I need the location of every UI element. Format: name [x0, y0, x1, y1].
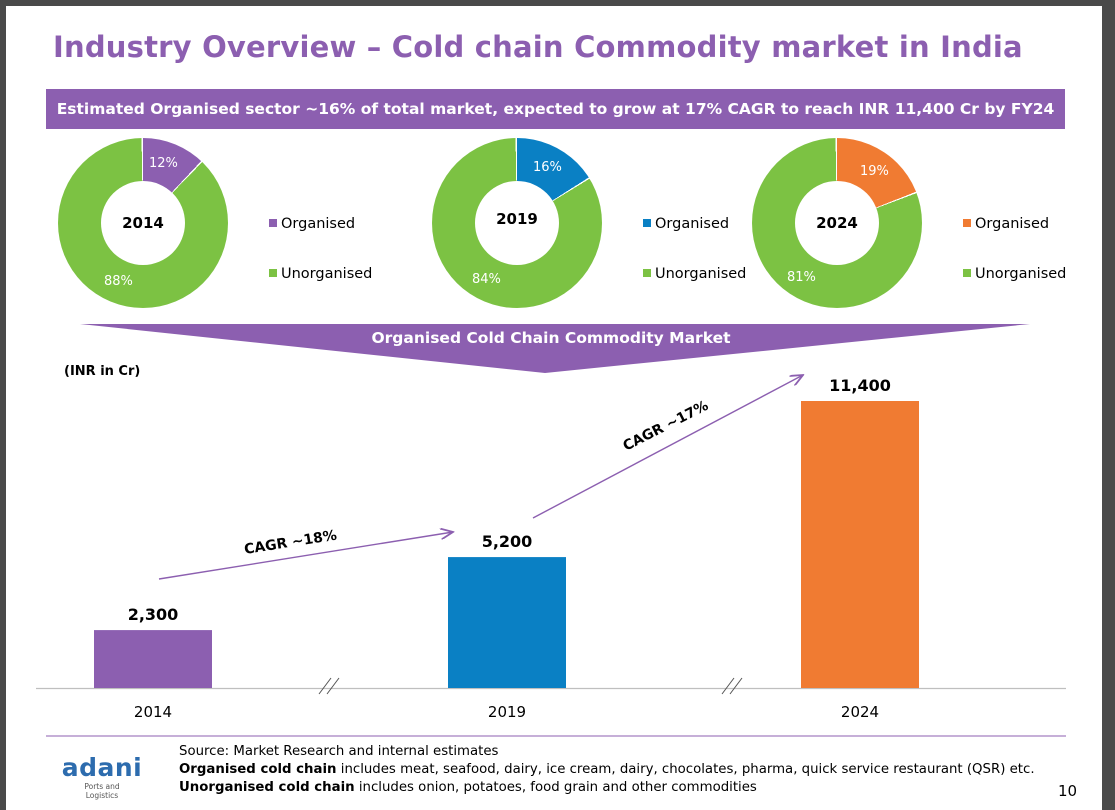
- slide: Industry Overview – Cold chain Commodity…: [6, 6, 1102, 810]
- legend-label: Organised: [975, 216, 1050, 232]
- source-notes: Source: Market Research and internal est…: [179, 743, 1035, 797]
- x-tick-label: 2019: [488, 703, 526, 721]
- footer-rule: [46, 735, 1066, 737]
- donut-organised-pct: 19%: [860, 164, 889, 179]
- donut-year-label: 2019: [475, 181, 559, 265]
- adani-logo: adani Ports and Logistics: [58, 753, 146, 801]
- legend-swatch: [643, 219, 651, 227]
- legend-label: Organised: [655, 216, 730, 232]
- legend-swatch: [963, 269, 971, 277]
- legend-swatch: [269, 219, 277, 227]
- cagr-arrow-1: [158, 532, 453, 580]
- donut-organised-pct: 16%: [533, 160, 562, 175]
- logo-sub-2: Logistics: [85, 791, 119, 800]
- cagr-label-2: CAGR ~17%: [621, 398, 712, 455]
- donut-legend-2024: Organised Unorganised: [963, 214, 1066, 314]
- donut-chart-2014: 2014: [58, 138, 228, 308]
- bar-2024: [801, 401, 919, 688]
- headline-banner: Estimated Organised sector ~16% of total…: [46, 89, 1065, 129]
- legend-label: Unorganised: [975, 266, 1067, 282]
- x-tick-label: 2014: [134, 703, 172, 721]
- donut-year-label: 2024: [795, 181, 879, 265]
- bar-value-label: 11,400: [829, 376, 891, 395]
- legend-label: Unorganised: [281, 266, 373, 282]
- legend-item-organised: Organised: [963, 214, 1066, 234]
- legend-item-unorganised: Unorganised: [269, 264, 372, 284]
- donut-unorganised-pct: 84%: [472, 272, 501, 287]
- logo-sub-1: Ports and: [84, 782, 120, 791]
- unit-label: (INR in Cr): [64, 364, 141, 379]
- legend-item-unorganised: Unorganised: [963, 264, 1066, 284]
- donut-unorganised-pct: 88%: [104, 274, 133, 289]
- legend-item-organised: Organised: [269, 214, 372, 234]
- donut-legend-2019: Organised Unorganised: [643, 214, 746, 314]
- legend-swatch: [269, 269, 277, 277]
- axis-break-1: [318, 677, 340, 695]
- source-line: Source: Market Research and internal est…: [179, 744, 499, 759]
- organised-desc: includes meat, seafood, dairy, ice cream…: [336, 762, 1035, 777]
- axis-break-2: [721, 677, 743, 695]
- legend-swatch: [963, 219, 971, 227]
- donut-unorganised-pct: 81%: [787, 270, 816, 285]
- x-tick-label: 2024: [841, 703, 879, 721]
- cagr-arrow-2: [532, 375, 803, 519]
- logo-word: adani: [61, 753, 143, 782]
- organised-term: Organised cold chain: [179, 762, 337, 777]
- donut-legend-2014: Organised Unorganised: [269, 214, 372, 314]
- bar-2019: [448, 557, 566, 688]
- donut-year-label: 2014: [101, 181, 185, 265]
- funnel-label: Organised Cold Chain Commodity Market: [371, 329, 731, 347]
- unorganised-term: Unorganised cold chain: [179, 780, 355, 795]
- legend-label: Unorganised: [655, 266, 747, 282]
- donut-chart-2019: 2019: [432, 138, 602, 308]
- donut-organised-pct: 12%: [149, 156, 178, 171]
- donut-chart-2024: 2024: [752, 138, 922, 308]
- unorganised-definition: Unorganised cold chain includes onion, p…: [179, 779, 1035, 797]
- bar-value-label: 2,300: [128, 605, 179, 624]
- legend-swatch: [643, 269, 651, 277]
- page-title: Industry Overview – Cold chain Commodity…: [53, 30, 1023, 64]
- funnel-shape: [80, 324, 1030, 373]
- page-number: 10: [1058, 782, 1078, 800]
- cagr-label-1: CAGR ~18%: [243, 528, 338, 558]
- organised-definition: Organised cold chain includes meat, seaf…: [179, 761, 1035, 779]
- legend-item-unorganised: Unorganised: [643, 264, 746, 284]
- bar-2014: [94, 630, 212, 688]
- bar-chart: CAGR ~18% CAGR ~17% 2,300 2014 5,200 2019 11…: [36, 6, 1066, 721]
- unorganised-desc: includes onion, potatoes, food grain and…: [354, 780, 757, 795]
- legend-label: Organised: [281, 216, 356, 232]
- legend-item-organised: Organised: [643, 214, 746, 234]
- bar-value-label: 5,200: [482, 532, 533, 551]
